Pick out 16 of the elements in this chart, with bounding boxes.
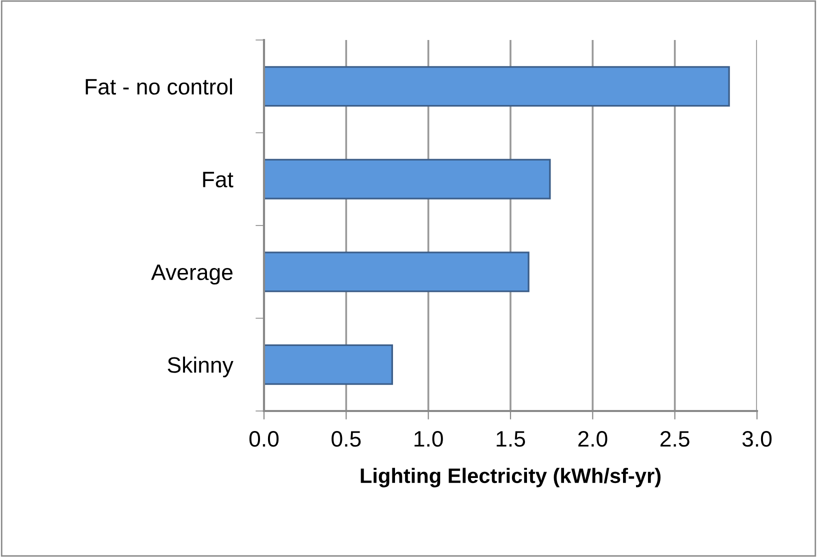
x-tick-label: 2.5 xyxy=(660,431,690,447)
x-tick-label: 3.0 xyxy=(742,431,772,447)
bar xyxy=(264,252,530,292)
bar xyxy=(264,344,394,385)
x-tick-label: 2.0 xyxy=(578,431,608,447)
bar xyxy=(264,66,730,107)
x-tick-label: 1.5 xyxy=(496,431,526,447)
x-tick-label: 0.5 xyxy=(332,431,361,447)
y-tick-label: Average xyxy=(151,264,232,285)
y-tick-label: Fat xyxy=(203,172,234,188)
y-tick-label: Skinny xyxy=(168,356,234,378)
bar xyxy=(264,158,551,200)
x-axis-title: Lighting Electricity (kWh/sf-yr) xyxy=(360,468,661,488)
x-tick-label: 1.0 xyxy=(414,431,443,447)
x-tick-label: 0.0 xyxy=(249,431,279,447)
y-tick-label: Fat - no control xyxy=(86,78,232,95)
